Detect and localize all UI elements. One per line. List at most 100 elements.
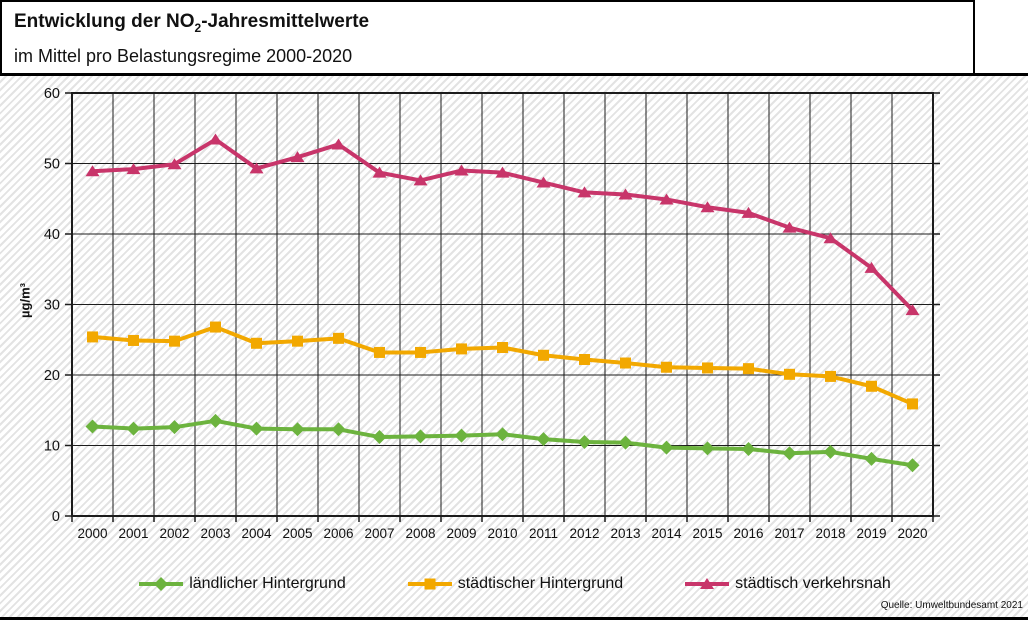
x-axis-tick-label: 2007	[364, 526, 394, 541]
data-point-marker	[741, 442, 756, 457]
data-point-marker	[249, 162, 264, 174]
legend-item-urban-traffic: städtisch verkehrsnah	[683, 575, 891, 593]
data-point-marker	[290, 151, 305, 163]
data-point-marker	[415, 346, 426, 358]
y-axis-tick-label: 10	[44, 439, 60, 455]
data-point-marker	[659, 193, 674, 205]
data-point-marker	[741, 206, 756, 218]
legend-label: ländlicher Hintergrund	[189, 575, 346, 592]
chart-header: Entwicklung der NO2-Jahresmittelwerte im…	[0, 0, 975, 80]
data-point-marker	[618, 188, 633, 200]
data-point-marker	[169, 335, 180, 347]
x-axis-tick-label: 2002	[159, 526, 189, 541]
legend-label: städtischer Hintergrund	[457, 575, 624, 592]
data-point-marker	[208, 133, 223, 145]
data-point-marker	[210, 321, 221, 333]
title-subscript: 2	[194, 20, 202, 35]
y-axis-tick-label: 20	[44, 368, 60, 384]
data-point-marker	[825, 370, 836, 382]
x-axis-tick-label: 2008	[405, 526, 435, 541]
x-axis-tick-label: 2010	[487, 526, 517, 541]
data-point-marker	[620, 357, 631, 369]
data-point-marker	[784, 368, 795, 380]
title-suffix: -Jahresmittelwerte	[201, 11, 370, 32]
y-axis-tick-label: 30	[44, 298, 60, 314]
y-axis-unit-label: µg/m³	[17, 283, 33, 318]
data-point-marker	[659, 440, 674, 455]
urban-background-legend-marker-icon	[407, 578, 452, 590]
data-point-marker	[577, 434, 592, 449]
data-point-marker	[782, 221, 797, 233]
data-point-marker	[905, 458, 920, 473]
y-axis-tick-label: 50	[44, 157, 60, 173]
data-point-marker	[782, 446, 797, 461]
data-point-marker	[167, 158, 182, 170]
data-point-marker	[85, 165, 100, 177]
data-point-marker	[154, 577, 169, 591]
data-point-marker	[661, 361, 672, 373]
data-point-marker	[413, 429, 428, 444]
data-point-marker	[208, 413, 223, 428]
legend: ländlicher Hintergrund städtischer Hinte…	[0, 575, 1028, 593]
data-point-marker	[331, 422, 346, 437]
x-axis-tick-label: 2019	[856, 526, 886, 541]
data-point-marker	[743, 363, 754, 375]
data-point-marker	[331, 138, 346, 150]
legend-item-urban-background: städtischer Hintergrund	[406, 575, 623, 593]
x-axis-tick-label: 2018	[815, 526, 845, 541]
data-point-marker	[864, 261, 879, 273]
series-2	[87, 321, 918, 410]
data-point-marker	[290, 422, 305, 437]
x-axis-tick-label: 2012	[569, 526, 599, 541]
title-prefix: Entwicklung der NO	[14, 11, 195, 32]
data-point-marker	[372, 430, 387, 445]
header-divider	[0, 73, 1028, 76]
x-axis-tick-label: 2015	[692, 526, 722, 541]
data-point-marker	[456, 343, 467, 355]
data-point-marker	[823, 232, 838, 244]
data-point-marker	[864, 451, 879, 466]
x-axis-tick-label: 2017	[774, 526, 804, 541]
x-axis-tick-label: 2020	[897, 526, 927, 541]
x-axis-tick-label: 2014	[651, 526, 682, 541]
data-point-marker	[128, 334, 139, 346]
series-line	[92, 325, 914, 406]
data-point-marker	[85, 419, 100, 434]
x-axis-tick-label: 2009	[446, 526, 476, 541]
data-point-marker	[905, 304, 920, 316]
urban-traffic-legend-marker-icon	[685, 578, 730, 589]
y-axis-tick-label: 0	[52, 509, 60, 525]
data-point-marker	[495, 166, 510, 178]
plot-panel: 0 10 20 30 40 50 60 2000 2001 2002 2003 2004 2005 200…	[0, 76, 1028, 617]
data-point-marker	[618, 435, 633, 450]
data-point-marker	[538, 349, 549, 361]
data-point-marker	[454, 428, 469, 443]
x-axis-tick-label: 2011	[529, 526, 558, 541]
data-point-marker	[126, 421, 141, 436]
x-axis-tick-label: 2006	[323, 526, 353, 541]
chart-subtitle: im Mittel pro Belastungsregime 2000-2020	[14, 45, 353, 66]
x-axis-tick-label: 2001	[118, 526, 148, 541]
chart-title: Entwicklung der NO2-Jahresmittelwerte	[14, 9, 973, 41]
source-credit: Quelle: Umweltbundesamt 2021	[880, 600, 1023, 611]
data-point-marker	[577, 186, 592, 198]
legend-label: städtisch verkehrsnah	[735, 575, 891, 592]
data-point-marker	[700, 441, 715, 456]
legend-item-rural-background: ländlicher Hintergrund	[137, 575, 346, 593]
data-point-marker	[823, 444, 838, 459]
data-point-marker	[87, 331, 98, 343]
y-axis-tick-label: 40	[44, 227, 60, 243]
data-point-marker	[292, 335, 303, 347]
data-point-marker	[907, 398, 918, 410]
x-axis-tick-label: 2004	[241, 526, 272, 541]
data-point-marker	[495, 427, 510, 442]
data-point-marker	[866, 380, 877, 392]
data-point-marker	[249, 421, 264, 436]
data-point-marker	[702, 362, 713, 374]
data-point-marker	[424, 578, 436, 590]
data-point-marker	[372, 166, 387, 178]
x-axis-tick-label: 2016	[733, 526, 763, 541]
bottom-border	[0, 617, 1028, 620]
y-axis-tick-label: 60	[44, 86, 60, 102]
